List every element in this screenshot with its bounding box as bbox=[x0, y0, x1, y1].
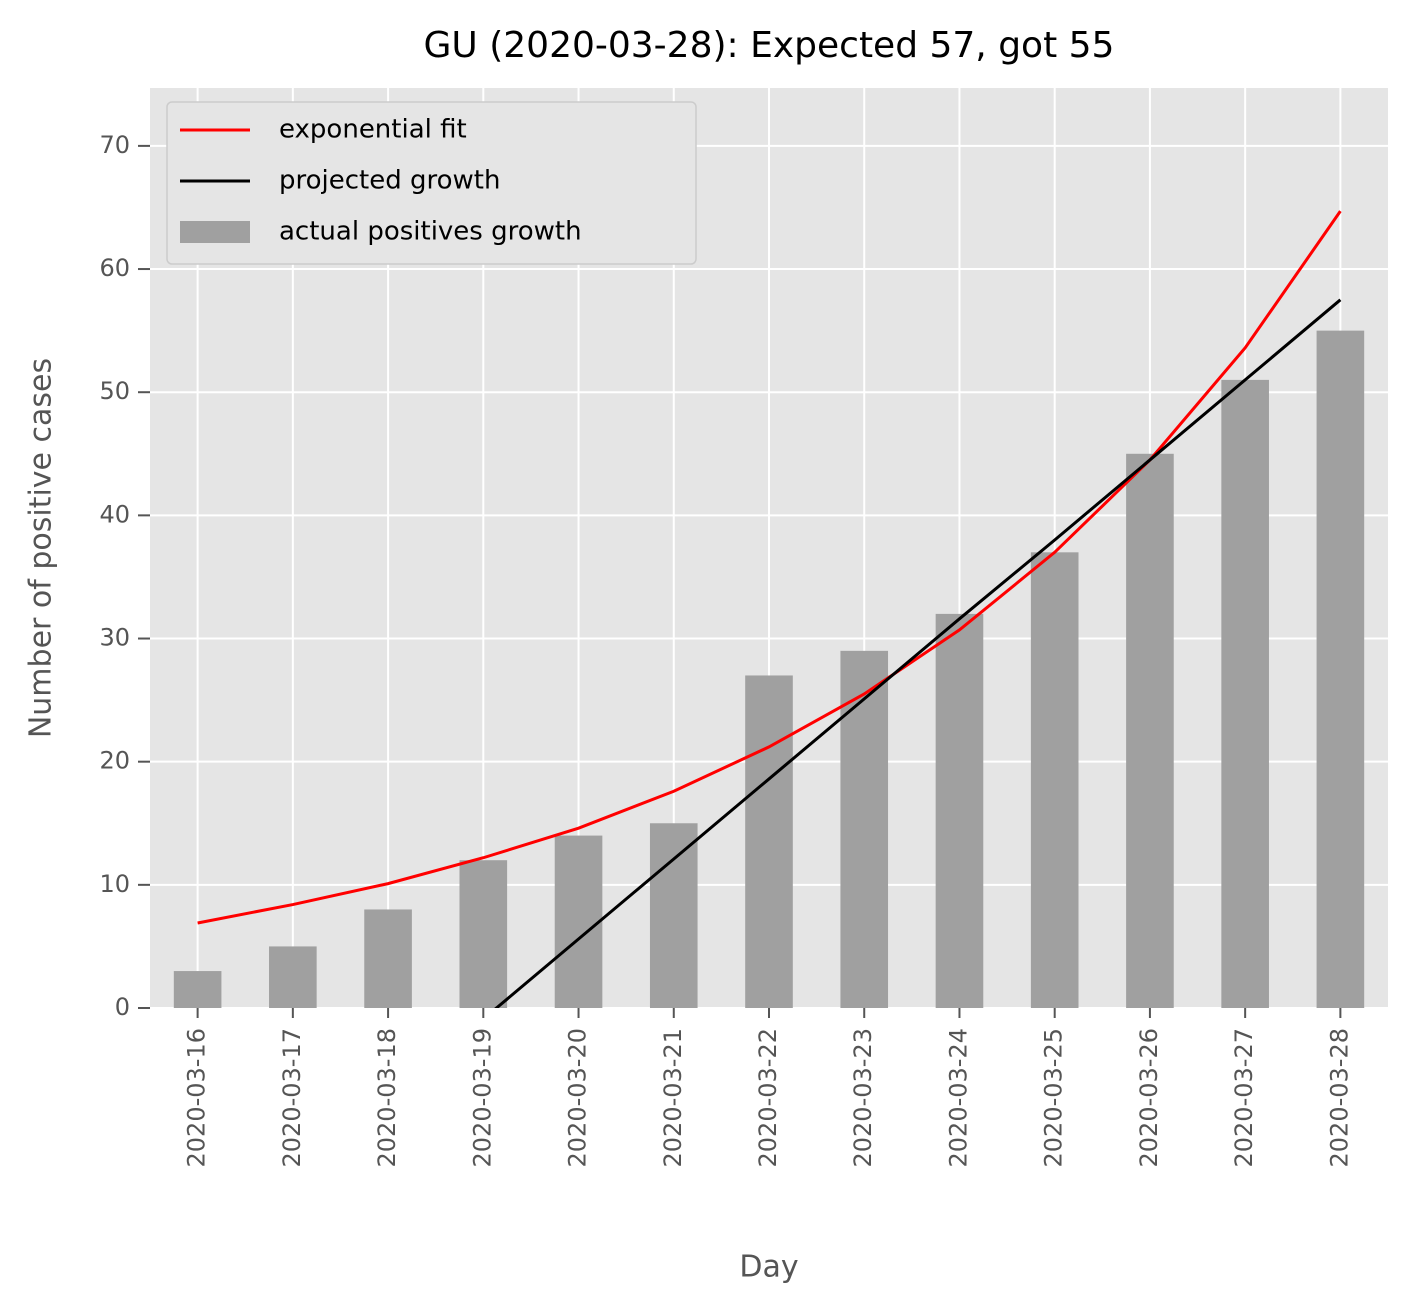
bar bbox=[269, 946, 317, 1008]
x-axis-label: Day bbox=[739, 1250, 798, 1285]
y-tick-label: 0 bbox=[115, 993, 130, 1021]
x-tick-label: 2020-03-27 bbox=[1230, 1028, 1258, 1167]
x-tick-label: 2020-03-23 bbox=[849, 1028, 877, 1167]
chart-title: GU (2020-03-28): Expected 57, got 55 bbox=[424, 25, 1115, 66]
x-tick-label: 2020-03-24 bbox=[944, 1028, 972, 1167]
bar bbox=[364, 909, 412, 1008]
legend-label: projected growth bbox=[279, 166, 500, 196]
marks bbox=[173, 210, 1365, 1008]
x-tick-label: 2020-03-17 bbox=[278, 1028, 306, 1167]
x-tick-label: 2020-03-26 bbox=[1135, 1028, 1163, 1167]
bar bbox=[1030, 552, 1079, 1008]
bar bbox=[459, 860, 508, 1008]
y-tick-label: 50 bbox=[99, 377, 130, 405]
legend-swatch bbox=[180, 221, 250, 243]
x-tick-label: 2020-03-19 bbox=[468, 1028, 496, 1167]
x-tick-label: 2020-03-22 bbox=[754, 1028, 782, 1167]
bar bbox=[173, 971, 222, 1008]
bar bbox=[935, 613, 984, 1008]
legend: exponential fit projected growth actual po… bbox=[166, 101, 697, 265]
y-tick-label: 60 bbox=[99, 254, 130, 282]
x-tick-label: 2020-03-21 bbox=[659, 1028, 687, 1167]
bar bbox=[1316, 330, 1365, 1008]
bar bbox=[554, 835, 603, 1008]
line bbox=[494, 298, 1342, 1008]
y-tick-label: 40 bbox=[99, 500, 130, 528]
legend-label: exponential fit bbox=[279, 115, 467, 145]
bar bbox=[1221, 379, 1269, 1008]
x-tick-label: 2020-03-16 bbox=[183, 1028, 211, 1167]
bar bbox=[1126, 453, 1174, 1008]
legend-box bbox=[166, 101, 697, 265]
bar bbox=[649, 823, 698, 1008]
x-tick-label: 2020-03-20 bbox=[564, 1028, 592, 1167]
y-tick-label: 30 bbox=[99, 624, 130, 652]
y-tick-label: 70 bbox=[99, 131, 130, 159]
x-tick-label: 2020-03-18 bbox=[373, 1028, 401, 1167]
legend-label: actual positives growth bbox=[279, 217, 582, 247]
bar bbox=[745, 675, 793, 1008]
y-axis-label: Number of positive cases bbox=[24, 358, 59, 738]
axes: 0 10 20 30 40 50 60 70 2020-03-16 2020-03-17 2020-… bbox=[99, 131, 1353, 1168]
x-tick-label: 2020-03-28 bbox=[1325, 1028, 1353, 1167]
x-tick-label: 2020-03-25 bbox=[1040, 1028, 1068, 1167]
y-tick-label: 20 bbox=[99, 747, 130, 775]
y-tick-label: 10 bbox=[99, 870, 130, 898]
